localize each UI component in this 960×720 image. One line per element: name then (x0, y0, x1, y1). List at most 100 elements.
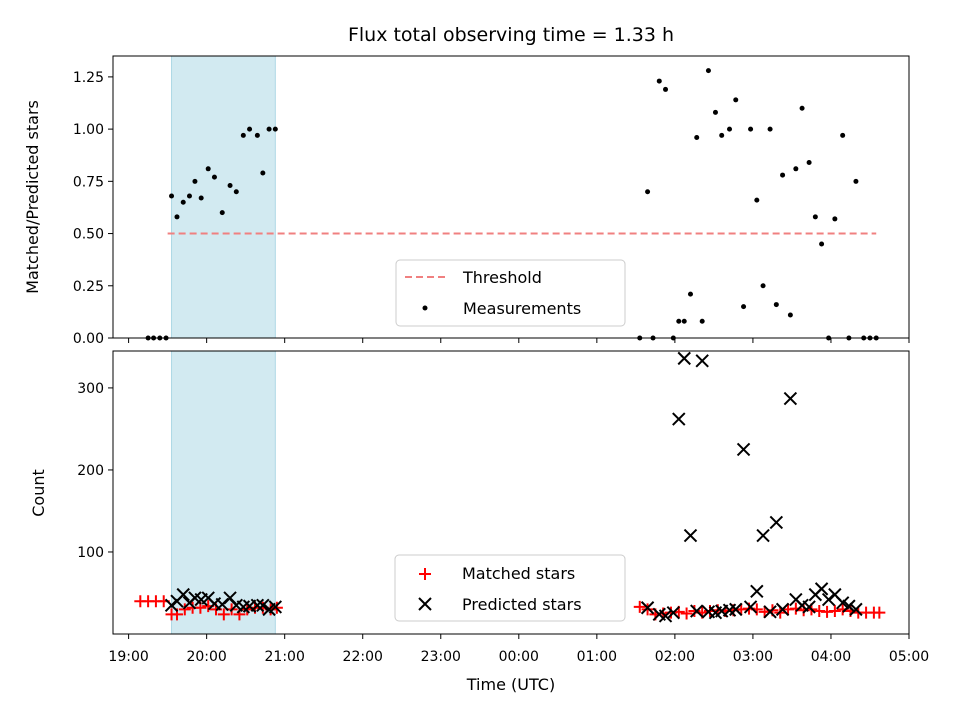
counts-ylabel: Count (29, 469, 48, 517)
measurement-point (819, 241, 825, 247)
measurement-point (748, 126, 754, 132)
measurement-point (260, 170, 266, 176)
measurements-legend-swatch (422, 305, 428, 311)
measurement-point (174, 214, 180, 220)
x-tick-label: 23:00 (421, 649, 461, 665)
counts-axes-frame (112, 350, 910, 635)
predicted-star-point (769, 515, 784, 530)
predicted-star-point (802, 600, 816, 614)
matched-star-point (828, 605, 841, 618)
measurement-point (694, 134, 700, 140)
measurement-point (754, 197, 760, 203)
measurement-point (727, 126, 733, 132)
matched-star-point (633, 600, 646, 613)
measurement-point (719, 132, 725, 138)
predicted-star-point (268, 600, 283, 614)
matched-star-point (688, 605, 701, 618)
measurement-point (767, 126, 773, 132)
predicted-star-point (763, 605, 777, 619)
matched-star-point (680, 607, 693, 620)
predicted-legend-swatch (418, 597, 432, 611)
measurement-point (219, 210, 225, 216)
measurement-point (780, 172, 786, 178)
x-tick-label: 20:00 (186, 649, 226, 665)
measurement-point (705, 68, 711, 74)
x-tick-label: 19:00 (108, 649, 148, 665)
measurement-point (169, 193, 175, 199)
measurement-point (799, 105, 805, 111)
predicted-star-point (250, 598, 265, 612)
measurement-point (266, 126, 272, 132)
measurement-point (812, 214, 818, 220)
chart-title: Flux total observing time = 1.33 h (348, 24, 674, 46)
predicted-legend-label: Predicted stars (462, 595, 582, 614)
predicted-star-point (743, 600, 758, 614)
ratio-legend: Threshold Measurements (395, 259, 626, 327)
ratio-legend-box (395, 259, 626, 327)
counts-ytick-label: 200 (77, 463, 104, 479)
measurement-point (656, 78, 662, 84)
measurements-legend-label: Measurements (463, 299, 581, 318)
ratio-highlight-span (171, 55, 276, 339)
measurement-point (832, 216, 838, 222)
predicted-star-point (750, 584, 764, 599)
measurement-point (233, 189, 239, 195)
matched-star-point (641, 603, 654, 616)
matched-star-point (217, 608, 230, 621)
predicted-star-point (256, 598, 270, 612)
measurement-point (227, 183, 233, 189)
ratio-ytick-label: 0.25 (73, 279, 104, 295)
x-axis-label: Time (UTC) (466, 675, 555, 694)
counts-ytick-label: 100 (77, 545, 104, 561)
ratio-ytick-label: 1.00 (73, 122, 104, 138)
x-tick-label: 01:00 (577, 649, 617, 665)
x-tick-label: 04:00 (811, 649, 851, 665)
predicted-star-point (775, 602, 790, 617)
matched-star-point (178, 603, 191, 616)
measurement-point (198, 195, 204, 201)
ratio-axes: 0.00 0.25 0.50 0.75 1.00 1.25 Matched/Predict… (23, 55, 910, 347)
measurement-point (699, 318, 705, 324)
predicted-star-point (736, 442, 751, 457)
ratio-ytick-label: 0.00 (73, 331, 104, 347)
predicted-star-point (849, 602, 863, 617)
predicted-star-point (783, 391, 798, 406)
ratio-ylabel: Matched/Predicted stars (23, 100, 42, 294)
measurement-point (180, 199, 186, 205)
measurement-point (211, 174, 217, 180)
counts-legend-box (394, 554, 626, 622)
matched-star-point (758, 605, 771, 618)
measurement-point (793, 166, 799, 172)
predicted-star-point (672, 412, 686, 426)
predicted-star-point (814, 582, 829, 596)
predicted-star-point (729, 602, 743, 617)
measurement-point (681, 318, 687, 324)
predicted-star-point (176, 587, 190, 602)
predicted-star-point (683, 528, 698, 543)
matched-star-point (873, 606, 886, 619)
x-tick-label: 02:00 (655, 649, 695, 665)
ratio-axes-frame (112, 55, 910, 339)
measurement-point (645, 189, 651, 195)
measurement-point (247, 126, 253, 132)
ratio-ytick-label: 0.50 (73, 227, 104, 243)
measurement-point (733, 97, 739, 103)
measurement-point (192, 178, 198, 184)
measurement-point (240, 132, 246, 138)
measurement-point (663, 86, 669, 92)
measurement-point (254, 132, 260, 138)
measurement-point (186, 193, 192, 199)
measurement-point (676, 318, 682, 324)
counts-ytick-label: 300 (77, 381, 104, 397)
matched-legend-label: Matched stars (462, 564, 575, 583)
predicted-star-point (835, 596, 850, 610)
measurement-point (741, 304, 747, 310)
counts-axes: 100 200 300 19:00 20:00 21:00 22:00 23:00 00:00… (29, 350, 929, 694)
threshold-legend-label: Threshold (462, 268, 542, 287)
measurement-point (840, 132, 846, 138)
x-tick-label: 03:00 (733, 649, 773, 665)
predicted-star-point (695, 354, 709, 368)
measurement-point (205, 166, 211, 172)
counts-legend: Matched stars Predicted stars (394, 554, 626, 622)
